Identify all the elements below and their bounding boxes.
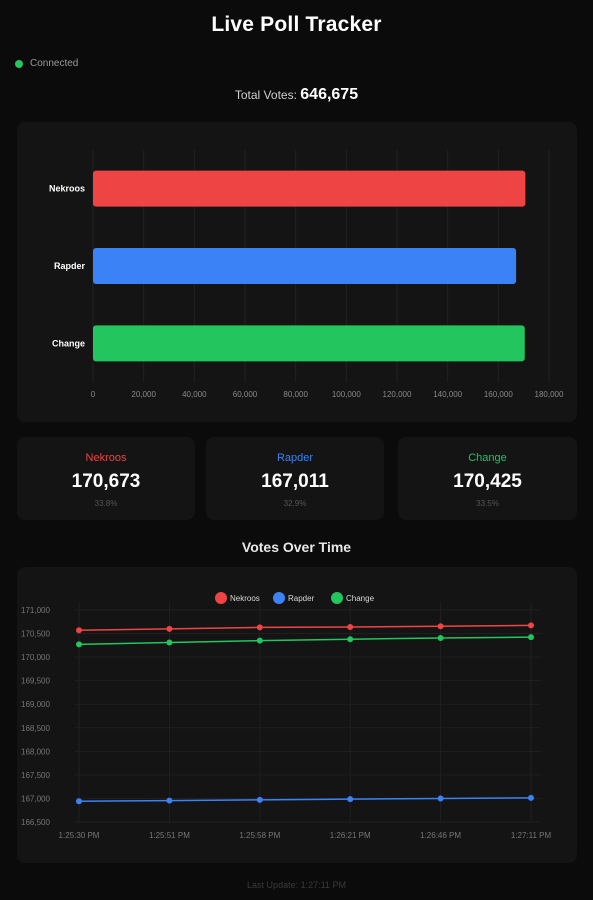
- line-chart-title: Votes Over Time: [241, 539, 352, 555]
- line-x-tick-label: 1:26:21 PM: [330, 831, 371, 840]
- bar-x-tick-label: 80,000: [283, 390, 308, 399]
- bar-x-tick-label: 20,000: [131, 390, 156, 399]
- connection-status: Connected: [15, 58, 78, 69]
- bar-rapder: [93, 248, 517, 284]
- bar-chart: 0 20,000 40,000 60,000 80,000 100,000 120,000 1…: [49, 150, 564, 399]
- line-point-nekroos: [437, 623, 444, 630]
- status-dot-icon: [15, 59, 23, 68]
- candidate-votes: 170,425: [453, 471, 522, 492]
- line-y-tick-label: 168,000: [21, 747, 50, 756]
- candidate-card-nekroos: Nekroos 170,673 33.8%: [17, 437, 195, 520]
- bar-nekroos: [93, 170, 526, 207]
- line-point-change: [347, 636, 354, 643]
- candidate-name: Rapder: [276, 452, 314, 464]
- line-point-nekroos: [166, 625, 173, 632]
- line-y-tick-label: 168,500: [21, 724, 50, 733]
- status-label: Connected: [30, 58, 79, 69]
- bar-x-tick-label: 140,000: [433, 390, 462, 399]
- candidate-percent: 33.8%: [94, 499, 118, 508]
- candidate-card-change: Change 170,425 33.5%: [398, 437, 577, 520]
- line-point-rapder: [256, 796, 263, 803]
- bar-chart-panel: 0 20,000 40,000 60,000 80,000 100,000 120,000 1…: [17, 122, 577, 422]
- candidate-name: Change: [468, 452, 507, 464]
- line-chart: 171,000 170,500 170,000 169,500 169,000 168,5…: [21, 592, 552, 840]
- line-x-tick-label: 1:26:46 PM: [420, 831, 461, 840]
- line-point-nekroos: [76, 627, 82, 634]
- bar-x-tick-label: 60,000: [233, 390, 258, 399]
- candidate-card-rapder: Rapder 167,011 32.9%: [206, 437, 384, 520]
- total-votes-label: Total Votes:: [234, 88, 297, 102]
- line-point-change: [76, 641, 82, 648]
- candidate-votes: 167,011: [261, 471, 329, 492]
- candidate-votes: 170,673: [71, 471, 141, 492]
- line-x-tick-label: 1:25:58 PM: [239, 831, 280, 840]
- line-chart-panel: 171,000 170,500 170,000 169,500 169,000 168,5…: [17, 567, 577, 863]
- bar-category-label: Rapder: [54, 261, 86, 271]
- legend-swatch-nekroos: [215, 592, 227, 604]
- line-x-tick-label: 1:25:51 PM: [149, 831, 190, 840]
- legend-label: Nekroos: [230, 594, 260, 603]
- line-point-rapder: [347, 796, 354, 803]
- line-y-tick-label: 169,000: [21, 700, 50, 709]
- line-point-change: [437, 635, 444, 642]
- line-series-nekroos: [78, 624, 532, 632]
- line-point-rapder: [437, 795, 444, 802]
- bar-category-label: Change: [52, 338, 85, 348]
- line-point-nekroos: [347, 623, 354, 630]
- bar-x-tick-label: 100,000: [332, 390, 361, 399]
- line-point-rapder: [166, 797, 173, 804]
- candidate-percent: 33.5%: [476, 499, 499, 508]
- line-series-rapder: [78, 797, 532, 803]
- bar-x-tick-label: 40,000: [182, 390, 207, 399]
- total-votes-value: 646,675: [300, 86, 359, 103]
- legend-label: Change: [346, 594, 375, 603]
- page-title: Live Poll Tracker: [211, 13, 382, 36]
- line-point-rapder: [528, 794, 534, 801]
- line-y-tick-label: 170,500: [21, 630, 50, 639]
- line-y-tick-label: 167,500: [21, 771, 50, 780]
- line-y-tick-label: 166,500: [21, 818, 50, 827]
- bar-change: [93, 325, 525, 362]
- candidate-percent: 32.9%: [283, 499, 307, 508]
- bar-x-tick-label: 0: [91, 390, 96, 399]
- bar-category-label: Nekroos: [49, 184, 85, 194]
- legend-label: Rapder: [288, 594, 315, 603]
- legend-swatch-rapder: [273, 592, 285, 604]
- line-y-tick-label: 171,000: [21, 606, 50, 615]
- line-point-change: [256, 637, 263, 644]
- bar-x-tick-label: 180,000: [535, 390, 564, 399]
- line-point-nekroos: [256, 624, 263, 631]
- legend-swatch-change: [331, 592, 343, 604]
- candidate-name: Nekroos: [85, 452, 127, 464]
- line-series-change: [78, 636, 532, 646]
- line-y-tick-label: 170,000: [21, 653, 50, 662]
- bar-x-tick-label: 160,000: [484, 390, 513, 399]
- line-point-change: [166, 639, 173, 646]
- line-y-tick-label: 167,000: [21, 794, 50, 803]
- last-update: Last Update: 1:27:11 PM: [247, 880, 346, 890]
- line-point-rapder: [76, 798, 82, 805]
- line-point-change: [528, 634, 534, 641]
- line-x-tick-label: 1:27:11 PM: [511, 831, 552, 840]
- candidate-cards: Nekroos 170,673 33.8% Rapder 167,011 32.…: [17, 437, 577, 520]
- line-x-tick-label: 1:25:30 PM: [59, 831, 100, 840]
- total-votes: Total Votes: 646,675: [0, 86, 593, 104]
- line-point-nekroos: [528, 622, 534, 629]
- line-y-tick-label: 169,500: [21, 677, 50, 686]
- bar-x-tick-label: 120,000: [383, 390, 412, 399]
